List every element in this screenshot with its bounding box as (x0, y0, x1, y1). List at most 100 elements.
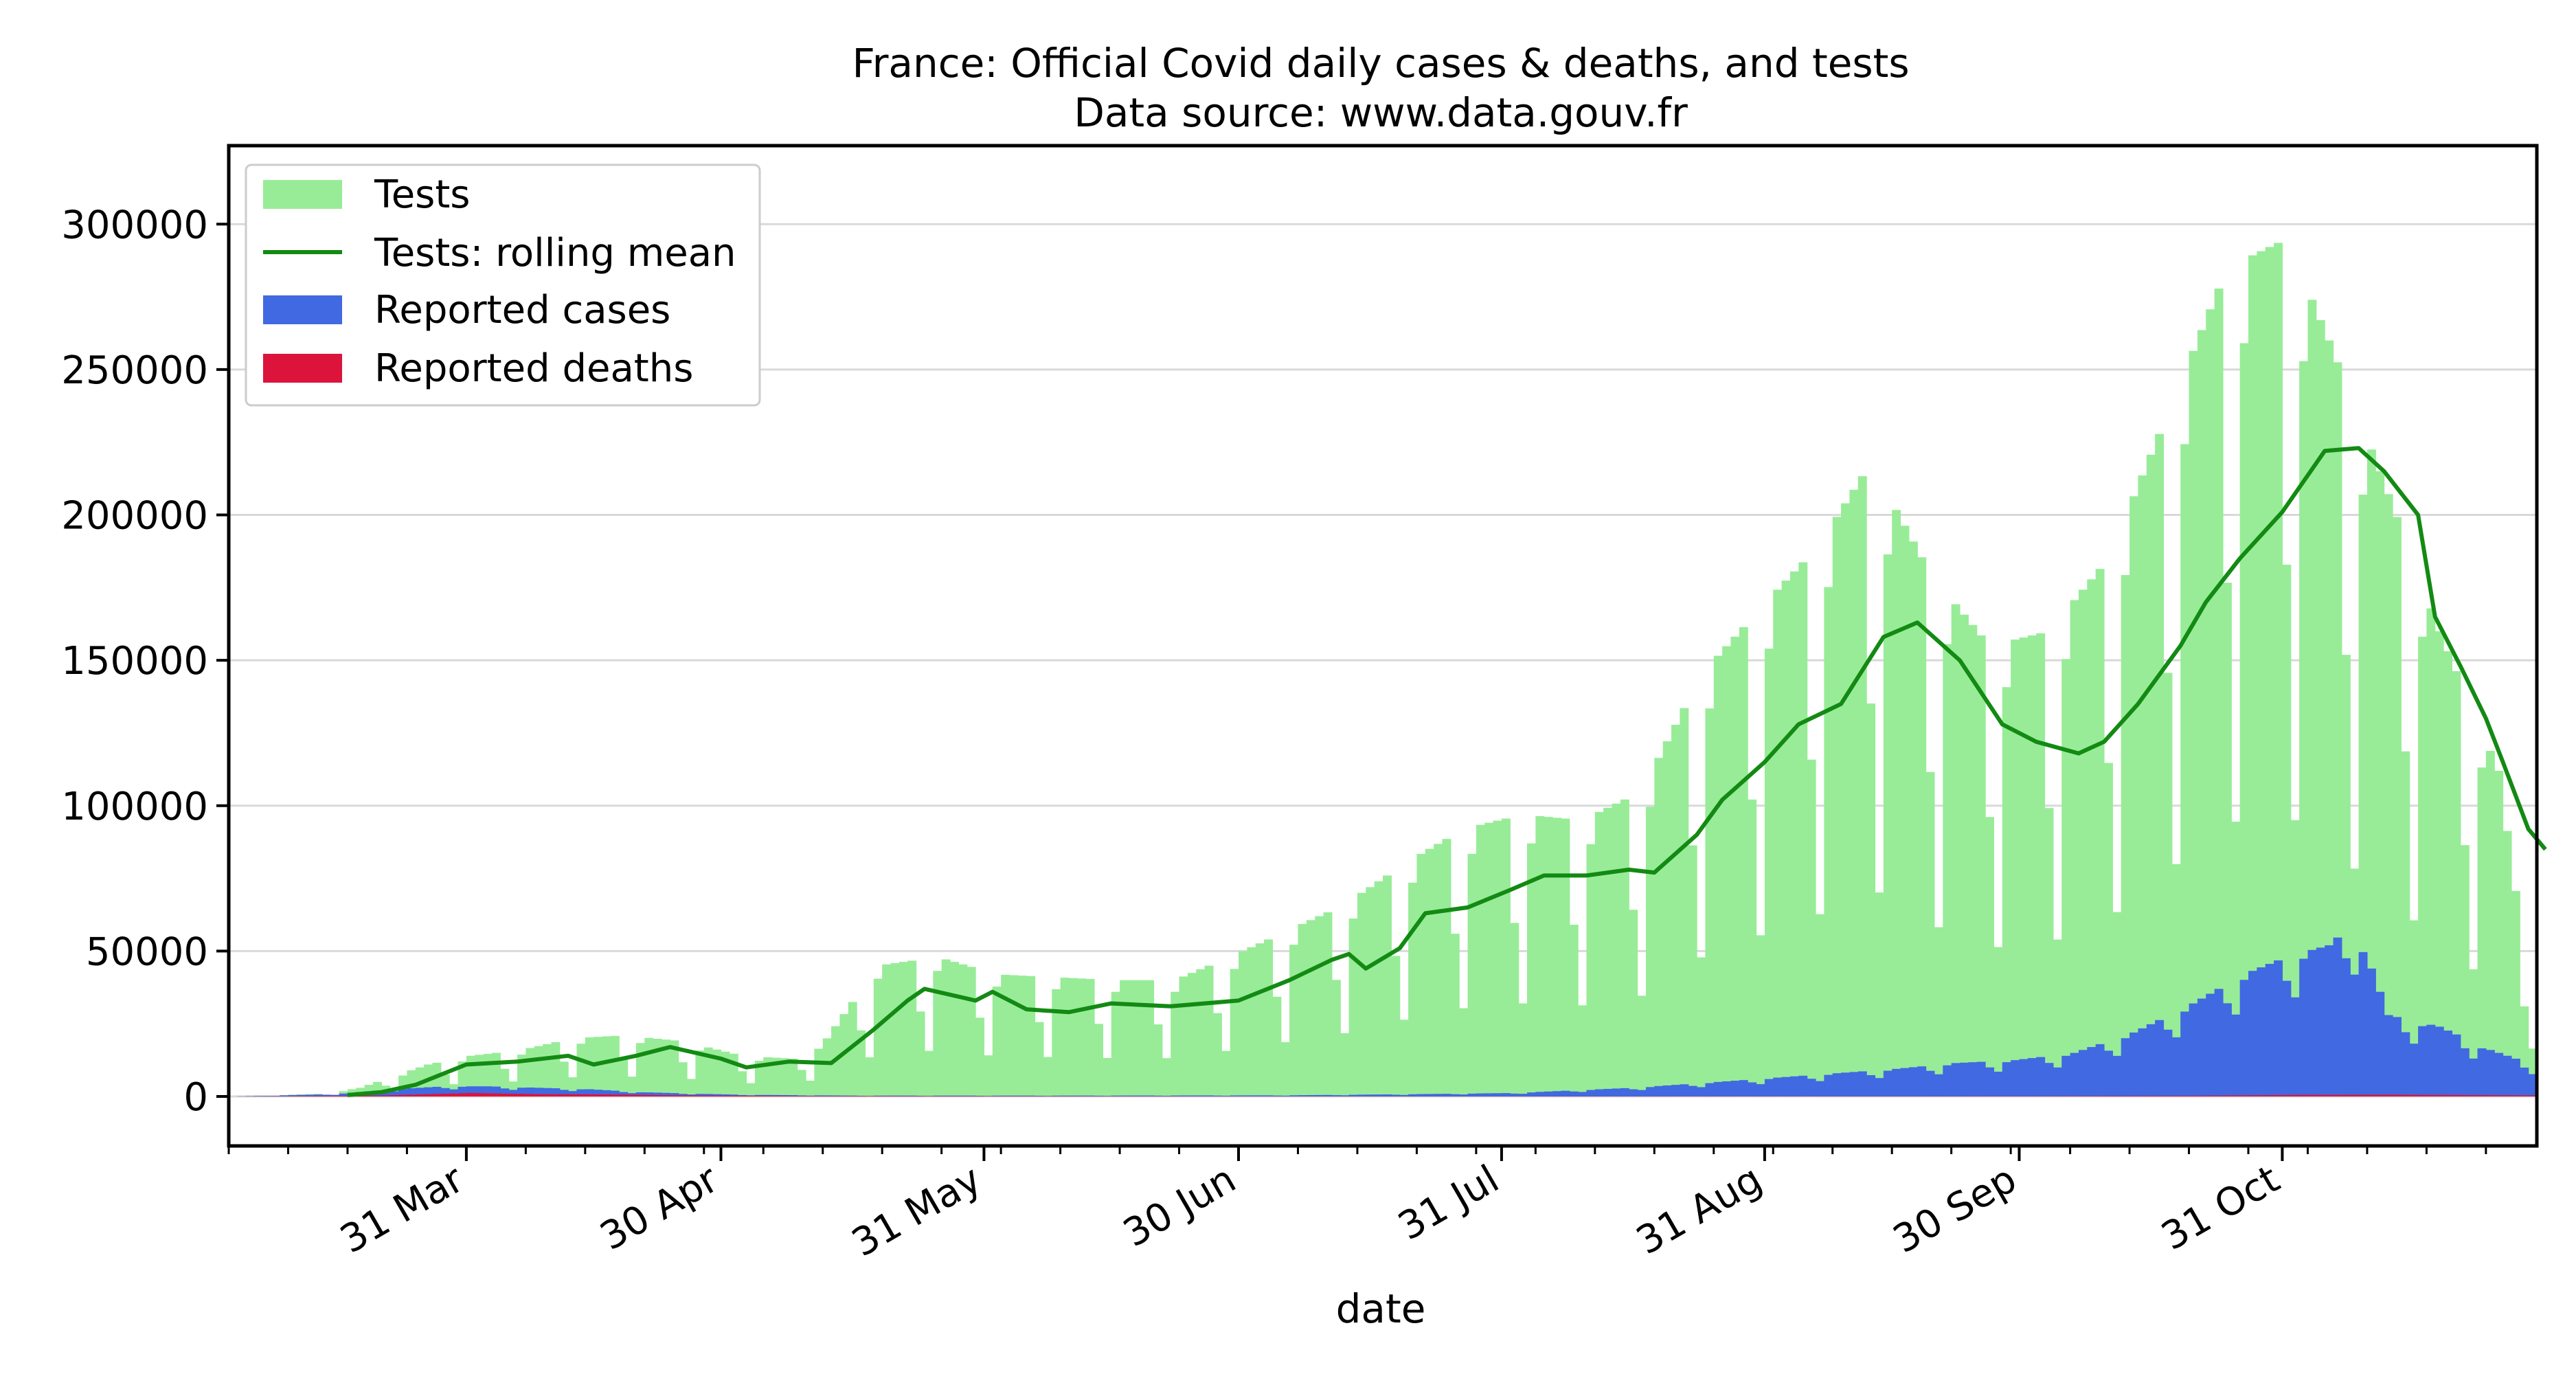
test-bar (2121, 574, 2130, 1097)
test-bar (1637, 995, 1647, 1097)
test-bar (848, 1002, 857, 1097)
test-bar (2155, 433, 2165, 1097)
case-bar (1739, 1080, 1748, 1097)
legend-label-tests: Tests (374, 172, 470, 217)
test-bar (2494, 771, 2504, 1097)
test-bar (916, 1011, 925, 1097)
case-bar (1875, 1078, 1884, 1097)
test-bar (2452, 671, 2461, 1097)
death-bar (2333, 1094, 2342, 1097)
case-bar (296, 1094, 306, 1097)
death-bar (381, 1095, 391, 1097)
death-bar (2528, 1095, 2538, 1097)
case-bar (1883, 1070, 1893, 1097)
test-bar (2053, 939, 2062, 1097)
case-bar (1569, 1091, 1579, 1097)
death-bar (475, 1093, 484, 1097)
death-bar (2375, 1094, 2385, 1097)
case-bar (2257, 967, 2266, 1097)
death-bar (2316, 1094, 2325, 1097)
test-bar (1247, 947, 1256, 1097)
case-bar (2366, 968, 2376, 1097)
test-bar (882, 964, 892, 1097)
test-bar (1739, 627, 1748, 1097)
test-bar (2011, 639, 2020, 1097)
x-tick-label: 31 May (845, 1157, 989, 1266)
case-bar (814, 1095, 824, 1097)
case-bar (2011, 1060, 2020, 1097)
test-bar (712, 1049, 722, 1097)
case-bar (2206, 993, 2215, 1097)
case-bar (2316, 947, 2325, 1097)
case-bar (1816, 1081, 1824, 1097)
test-bar (1196, 969, 1206, 1097)
test-bar (2384, 494, 2393, 1097)
test-bar (703, 1047, 713, 1097)
case-bar (1501, 1093, 1511, 1097)
case-bar (313, 1094, 323, 1097)
test-bar (865, 1057, 874, 1097)
case-bar (1484, 1093, 1494, 1097)
y-tick-label: 250000 (61, 348, 208, 393)
test-bar (2485, 750, 2495, 1097)
case-bar (1247, 1095, 1256, 1097)
case-bar (2265, 964, 2274, 1097)
test-bar (1162, 1058, 1171, 1097)
death-bar (466, 1092, 475, 1097)
case-bar (1612, 1088, 1621, 1097)
case-bar (1383, 1094, 1392, 1097)
case-bar (1425, 1094, 1434, 1097)
case-bar (1416, 1094, 1426, 1097)
case-bar (398, 1089, 408, 1097)
case-bar (2477, 1048, 2487, 1097)
legend: Tests Tests: rolling mean Reported cases… (245, 164, 761, 407)
death-bar (2434, 1094, 2444, 1097)
test-bar (1128, 980, 1138, 1097)
case-bar (551, 1088, 561, 1097)
death-bar (415, 1094, 425, 1097)
test-bar (644, 1037, 654, 1097)
test-bar (1060, 978, 1070, 1097)
death-bar (2426, 1094, 2436, 1097)
x-axis-label: date (1336, 1285, 1426, 1332)
death-bar (670, 1095, 679, 1097)
case-bar (288, 1095, 297, 1097)
test-bar (1434, 844, 1443, 1097)
case-bar (1951, 1063, 1961, 1097)
test-bar (2112, 912, 2122, 1097)
case-bar (2393, 1017, 2402, 1097)
test-bar (1315, 916, 1324, 1097)
case-bar (1442, 1094, 1451, 1097)
case-bar (1968, 1062, 1978, 1097)
test-bar (1697, 957, 1706, 1097)
test-bar (1026, 976, 1036, 1097)
case-bar (2274, 960, 2283, 1097)
case-bar (1391, 1094, 1401, 1097)
case-bar (2002, 1062, 2011, 1097)
test-bar (763, 1057, 773, 1097)
test-bar (1866, 703, 1876, 1097)
test-bar (1908, 541, 1918, 1097)
test-bar (627, 1077, 637, 1097)
test-bar (1484, 822, 1494, 1097)
case-bar (2409, 1044, 2419, 1097)
case-bar (2341, 958, 2351, 1097)
test-bar (1171, 991, 1180, 1097)
test-bar (2358, 494, 2368, 1097)
case-bar (1688, 1085, 1697, 1097)
y-tick-label: 100000 (61, 785, 208, 829)
case-bar (2087, 1047, 2097, 1097)
rolling-mean-line (347, 446, 2547, 1097)
case-bar (2095, 1044, 2105, 1097)
test-bar (1934, 927, 1943, 1097)
death-bar (517, 1094, 526, 1097)
test-bar (2078, 589, 2088, 1097)
death-bar (916, 1096, 925, 1097)
case-bar (1857, 1071, 1867, 1097)
case-bar (670, 1093, 679, 1097)
death-bar (2053, 1096, 2062, 1097)
test-bar (1832, 517, 1842, 1097)
case-bar (2282, 980, 2292, 1097)
test-bar (653, 1039, 662, 1097)
rolling-mean-line-group (347, 446, 2547, 1097)
